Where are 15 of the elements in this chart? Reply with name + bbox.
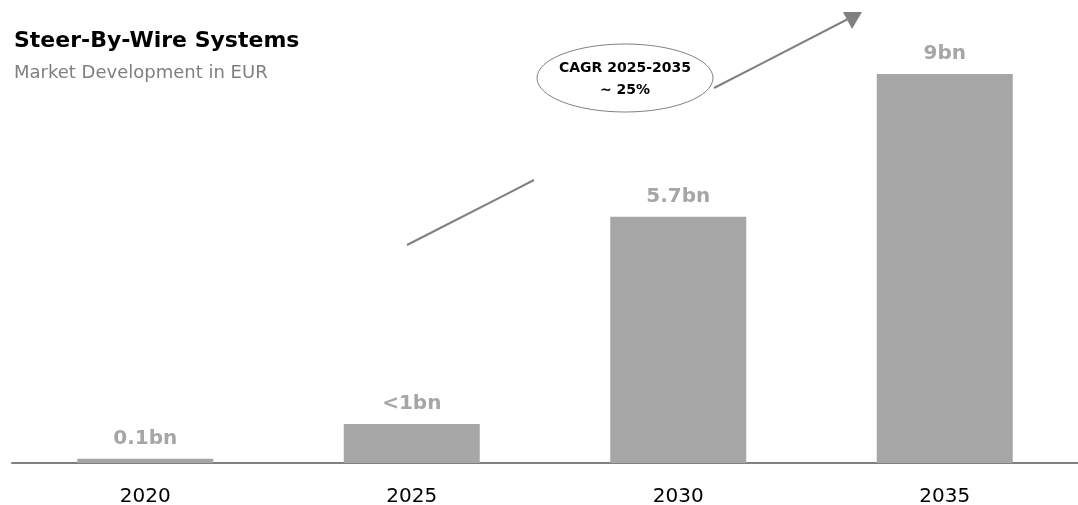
chart-title: Steer-By-Wire Systems — [14, 26, 300, 52]
x-tick-label: 2020 — [119, 483, 171, 505]
data-label: 5.7bn — [646, 182, 711, 207]
data-label: 9bn — [923, 40, 966, 64]
annotation: CAGR 2025-2035 ~ 25% — [559, 59, 691, 97]
x-tick-label: 2035 — [919, 483, 971, 505]
bar — [343, 424, 480, 463]
data-label: <1bn — [382, 390, 442, 415]
data-label: 0.1bn — [113, 424, 178, 449]
chart-subtitle: Market Development in EUR — [14, 60, 268, 82]
bar — [610, 216, 747, 463]
x-tick-label: 2030 — [652, 483, 704, 505]
bar — [77, 458, 214, 463]
x-tick-label: 2025 — [386, 483, 438, 505]
bar — [876, 74, 1013, 463]
